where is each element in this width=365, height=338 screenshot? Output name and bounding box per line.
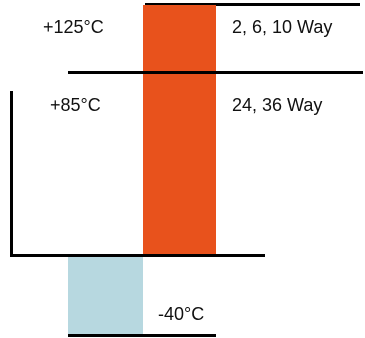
middle-rule (68, 71, 363, 74)
max-temp-ways-label: 2, 6, 10 Way (232, 17, 333, 37)
top-rule (145, 3, 360, 6)
min-temp-label: -40°C (158, 304, 205, 324)
bottom-rule (68, 334, 216, 337)
bracket-bottom-rule (10, 254, 265, 257)
hot-range-bar (143, 5, 216, 256)
mid-temp-ways-label: 24, 36 Way (232, 95, 323, 115)
left-bracket-vertical (10, 91, 13, 257)
cold-range-bar (68, 257, 143, 336)
max-temp-label: +125°C (43, 17, 104, 37)
mid-temp-label: +85°C (50, 95, 101, 115)
